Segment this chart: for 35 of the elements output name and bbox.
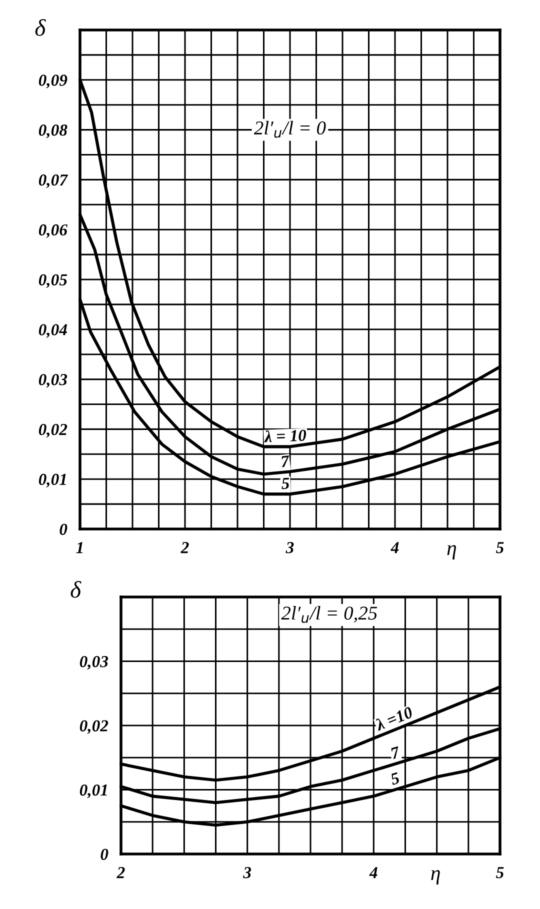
x-tick-label: 3 [286,542,294,554]
x-axis-title: η [431,870,440,884]
y-tick-label: 0,03 [80,656,108,670]
y-tick-label: 0,04 [38,324,67,338]
text: λ =10 [374,706,414,732]
y-tick-label: 0,08 [38,124,68,138]
x-tick-label: 5 [496,867,504,878]
series-label: 5 [281,478,290,490]
annotation: 2l′$_{u}$/l = 0,25 [281,606,378,623]
text: 7 [390,746,402,760]
y-tick-label: 0,09 [38,74,68,88]
y-tick-label: 0,06 [38,224,68,238]
x-tick-label: 2 [180,542,189,554]
x-tick-label: 1 [76,542,82,554]
y-tick-label: 0,02 [80,720,108,734]
y-tick-label: 0,01 [80,784,107,798]
y-axis-title: δ [70,581,82,598]
x-tick-label: 4 [369,867,378,878]
x-axis-title: η [447,545,456,560]
x-tick-label: 5 [496,542,504,554]
y-tick-label: 0,07 [38,174,68,188]
text: 5 [390,772,400,786]
series-label: λ = 10 [264,428,306,442]
x-tick-label: 4 [390,542,399,554]
y-axis-title: δ [35,19,46,36]
y-tick-label: 0,02 [38,424,68,438]
y-tick-label: 0,05 [38,274,68,288]
y-tick-label: 0 [100,848,108,860]
y-tick-label: 0 [60,524,68,535]
y-tick-label: 0,01 [38,474,66,488]
y-tick-label: 0,03 [38,374,68,388]
x-tick-label: 3 [243,867,252,878]
annotation: 2l′$_{u}$/l = 0 [254,120,326,138]
text: 7 [280,455,290,468]
x-tick-label: 2 [116,867,125,878]
